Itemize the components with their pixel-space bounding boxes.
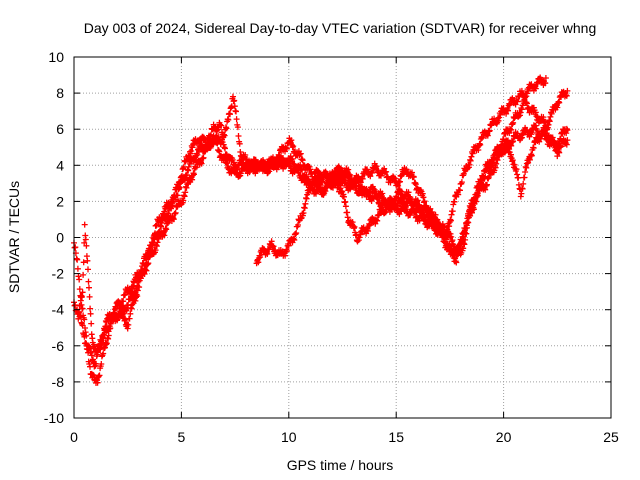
x-axis-ticks: 0 5 10 15 20 25	[70, 57, 619, 445]
y-tick-label: -10	[44, 410, 64, 426]
y-tick-label: -8	[52, 374, 65, 390]
series-day-4	[253, 122, 571, 267]
y-tick-label: 8	[56, 85, 64, 101]
marker-path	[253, 122, 571, 267]
y-tick-label: -2	[52, 266, 65, 282]
y-tick-label: 4	[56, 157, 64, 173]
y-tick-label: 0	[56, 230, 64, 246]
x-tick-label: 25	[603, 429, 619, 445]
marker-path	[75, 122, 571, 355]
grid-lines	[74, 57, 611, 418]
y-tick-label: -6	[52, 338, 65, 354]
chart-title: Day 003 of 2024, Sidereal Day-to-day VTE…	[84, 20, 597, 36]
y-tick-label: 6	[56, 121, 64, 137]
y-tick-label: 10	[48, 49, 64, 65]
x-tick-label: 10	[281, 429, 297, 445]
series-day-3	[75, 122, 571, 355]
x-tick-label: 20	[496, 429, 512, 445]
y-axis-ticks: -10 -8 -6 -4 -2 0 2 4 6 8 10	[44, 49, 611, 426]
y-axis-label: SDTVAR / TECUs	[6, 181, 22, 293]
x-axis-label: GPS time / hours	[287, 457, 394, 473]
y-tick-label: -4	[52, 302, 65, 318]
y-tick-label: 2	[56, 193, 64, 209]
x-tick-label: 0	[70, 429, 78, 445]
x-tick-label: 5	[178, 429, 186, 445]
x-tick-label: 15	[388, 429, 404, 445]
